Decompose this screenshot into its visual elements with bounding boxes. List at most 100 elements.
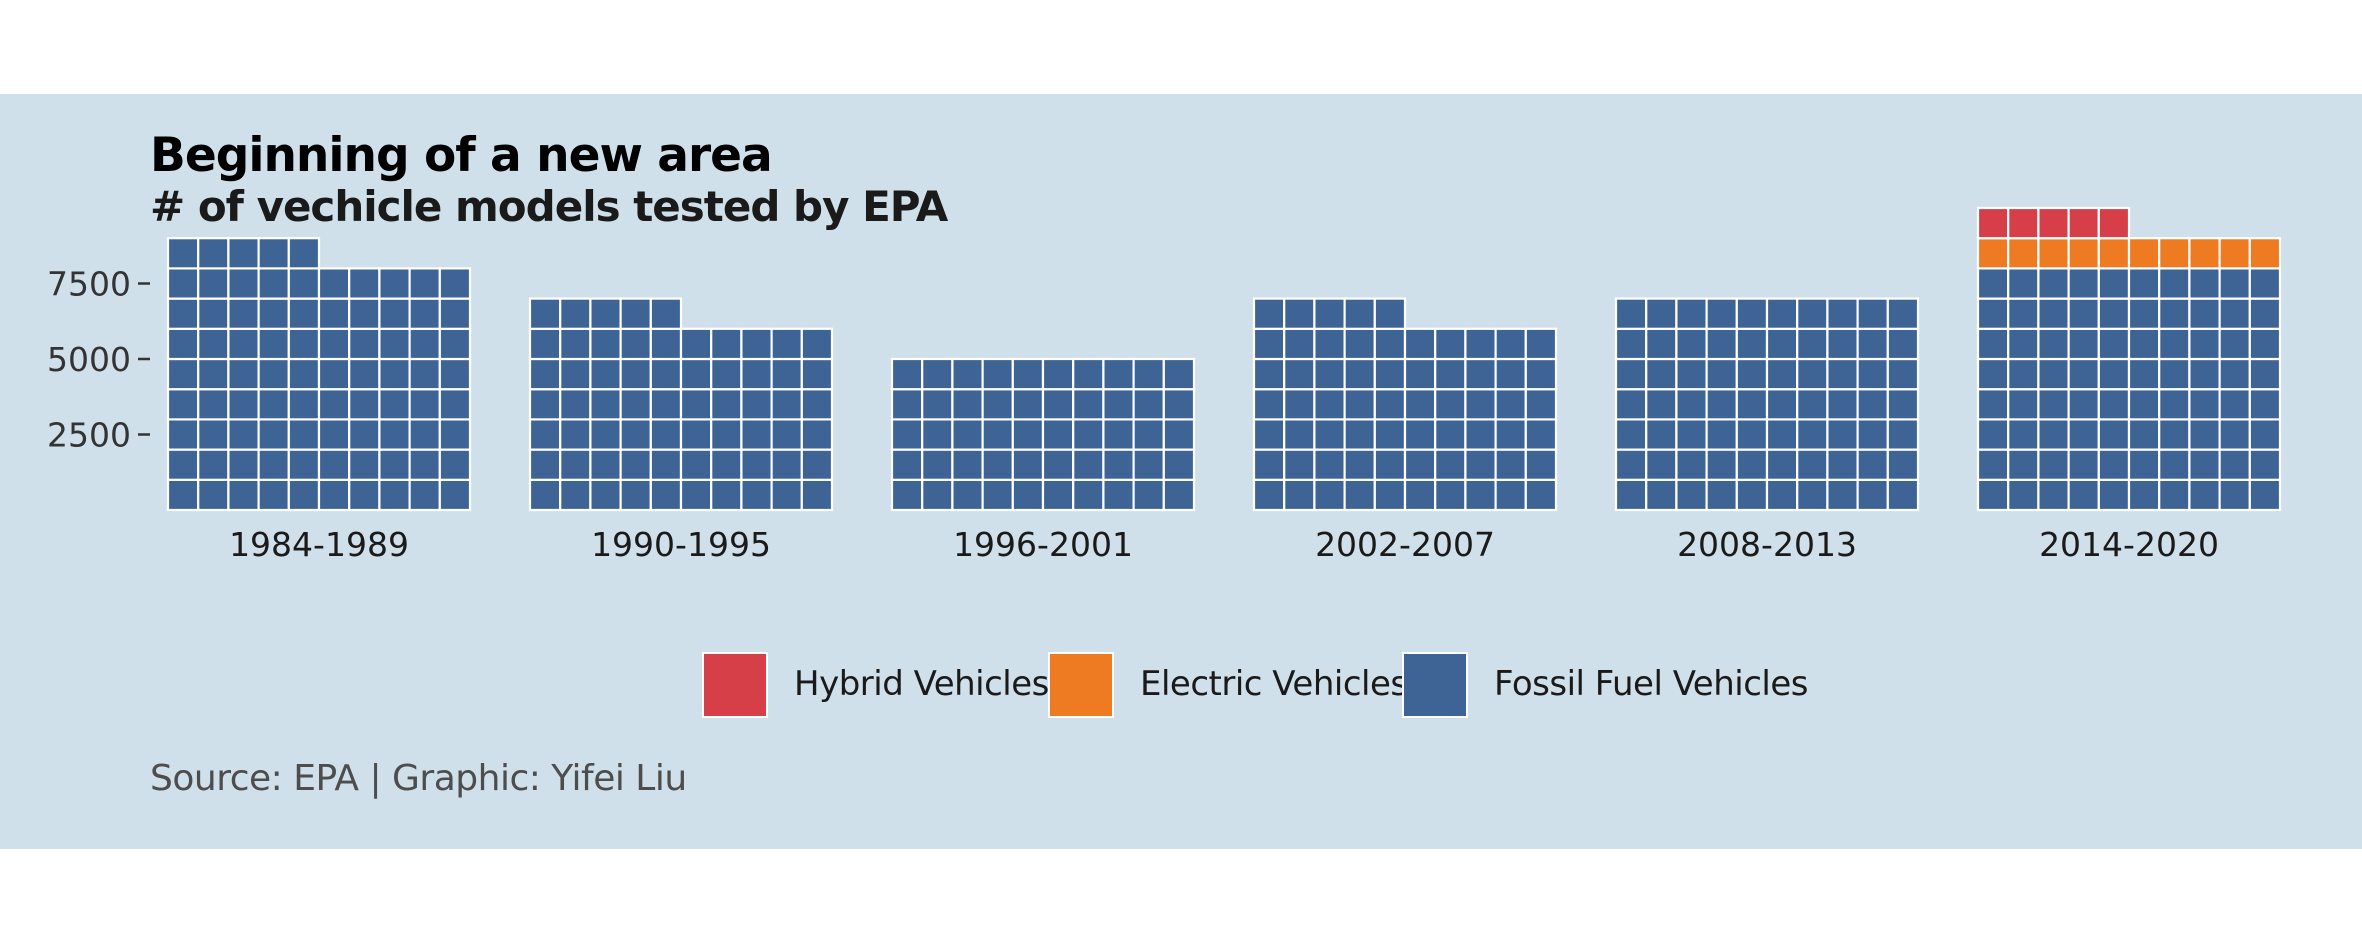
- waffle-square: [317, 388, 351, 421]
- waffle-square: [649, 297, 683, 330]
- waffle-square: [1283, 327, 1316, 361]
- waffle-square: [1976, 418, 2010, 451]
- waffle-square: [2007, 418, 2040, 451]
- waffle-square: [2127, 237, 2161, 270]
- waffle-square: [1252, 478, 1286, 512]
- waffle-square: [890, 357, 924, 391]
- waffle-square: [197, 267, 230, 300]
- waffle-square: [2127, 357, 2161, 391]
- waffle-square: [1675, 388, 1708, 421]
- waffle-square: [438, 267, 472, 300]
- waffle-square: [438, 448, 472, 481]
- waffle-square: [1072, 418, 1105, 451]
- waffle-square: [1102, 357, 1135, 391]
- waffle-square: [1765, 478, 1799, 512]
- waffle-square: [1494, 357, 1527, 391]
- waffle-square: [197, 418, 230, 451]
- waffle-square: [1856, 327, 1889, 361]
- waffle-square: [1645, 478, 1678, 512]
- waffle-square: [679, 357, 713, 391]
- waffle-square: [1826, 478, 1859, 512]
- waffle-square: [317, 267, 351, 300]
- waffle-square: [1313, 297, 1346, 330]
- waffle-square: [1403, 388, 1437, 421]
- waffle-square: [2067, 388, 2100, 421]
- waffle-square: [1283, 448, 1316, 481]
- waffle-square: [408, 297, 441, 330]
- waffle-square: [408, 448, 441, 481]
- waffle-square: [257, 448, 290, 481]
- waffle-square: [1434, 478, 1467, 512]
- waffle-square: [287, 448, 321, 481]
- waffle-square: [2127, 418, 2161, 451]
- waffle-square: [1132, 478, 1165, 512]
- x-category-label: 2014-2020: [2039, 525, 2219, 564]
- legend-label-electric: Electric Vehicles: [1140, 664, 1408, 704]
- waffle-square: [2007, 206, 2040, 240]
- waffle-square: [951, 418, 984, 451]
- waffle-square: [1373, 327, 1407, 361]
- waffle-square: [1041, 478, 1075, 512]
- waffle-square: [1735, 388, 1769, 421]
- waffle-square: [2218, 327, 2251, 361]
- waffle-square: [197, 327, 230, 361]
- waffle-square: [227, 327, 260, 361]
- waffle-square: [2158, 297, 2191, 330]
- waffle-square: [1705, 448, 1738, 481]
- waffle-square: [589, 297, 622, 330]
- waffle-square: [257, 237, 290, 270]
- waffle-square: [2097, 297, 2131, 330]
- waffle-square: [710, 388, 743, 421]
- waffle-square: [2067, 448, 2100, 481]
- waffle-square: [2248, 388, 2282, 421]
- waffle-square: [2097, 448, 2131, 481]
- waffle-square: [1252, 448, 1286, 481]
- waffle-square: [438, 418, 472, 451]
- waffle-square: [1162, 388, 1196, 421]
- waffle-square: [438, 357, 472, 391]
- waffle-square: [1826, 448, 1859, 481]
- waffle-square: [197, 357, 230, 391]
- waffle-square: [1645, 297, 1678, 330]
- waffle-square: [408, 478, 441, 512]
- waffle-square: [2037, 448, 2070, 481]
- waffle-square: [1735, 327, 1769, 361]
- waffle-square: [1343, 478, 1376, 512]
- waffle-square: [1796, 327, 1829, 361]
- waffle-square: [2188, 357, 2221, 391]
- waffle-square: [1373, 388, 1407, 421]
- waffle-square: [800, 388, 834, 421]
- waffle-square: [1796, 418, 1829, 451]
- waffle-square: [257, 327, 290, 361]
- waffle-square: [1494, 478, 1527, 512]
- waffle-square: [1735, 357, 1769, 391]
- waffle-square: [1313, 357, 1346, 391]
- waffle-square: [1252, 297, 1286, 330]
- waffle-square: [1796, 357, 1829, 391]
- waffle-square: [1041, 388, 1075, 421]
- waffle-square: [2188, 478, 2221, 512]
- waffle-square: [1162, 357, 1196, 391]
- waffle-square: [1313, 327, 1346, 361]
- waffle-square: [1464, 388, 1497, 421]
- waffle-square: [227, 297, 260, 330]
- waffle-square: [1494, 448, 1527, 481]
- waffle-square: [438, 478, 472, 512]
- waffle-square: [348, 448, 381, 481]
- waffle-square: [2067, 478, 2100, 512]
- waffle-square: [2188, 388, 2221, 421]
- waffle-square: [2218, 418, 2251, 451]
- waffle-square: [166, 478, 200, 512]
- waffle-square: [2218, 297, 2251, 330]
- waffle-square: [1403, 448, 1437, 481]
- waffle-square: [438, 327, 472, 361]
- waffle-square: [1313, 388, 1346, 421]
- waffle-square: [348, 418, 381, 451]
- y-tick-label: 2500: [47, 416, 131, 455]
- waffle-square: [1162, 418, 1196, 451]
- waffle-square: [1796, 297, 1829, 330]
- waffle-square: [1464, 418, 1497, 451]
- waffle-square: [1645, 327, 1678, 361]
- waffle-square: [589, 478, 622, 512]
